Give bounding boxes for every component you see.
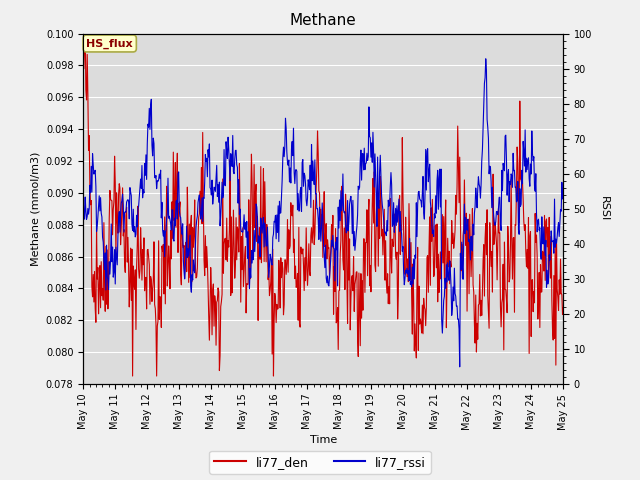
Text: HS_flux: HS_flux: [86, 38, 133, 48]
Y-axis label: Methane (mmol/m3): Methane (mmol/m3): [30, 152, 40, 266]
Legend: li77_den, li77_rssi: li77_den, li77_rssi: [209, 451, 431, 474]
X-axis label: Time: Time: [310, 435, 337, 445]
Y-axis label: RSSI: RSSI: [598, 196, 609, 221]
Title: Methane: Methane: [290, 13, 356, 28]
